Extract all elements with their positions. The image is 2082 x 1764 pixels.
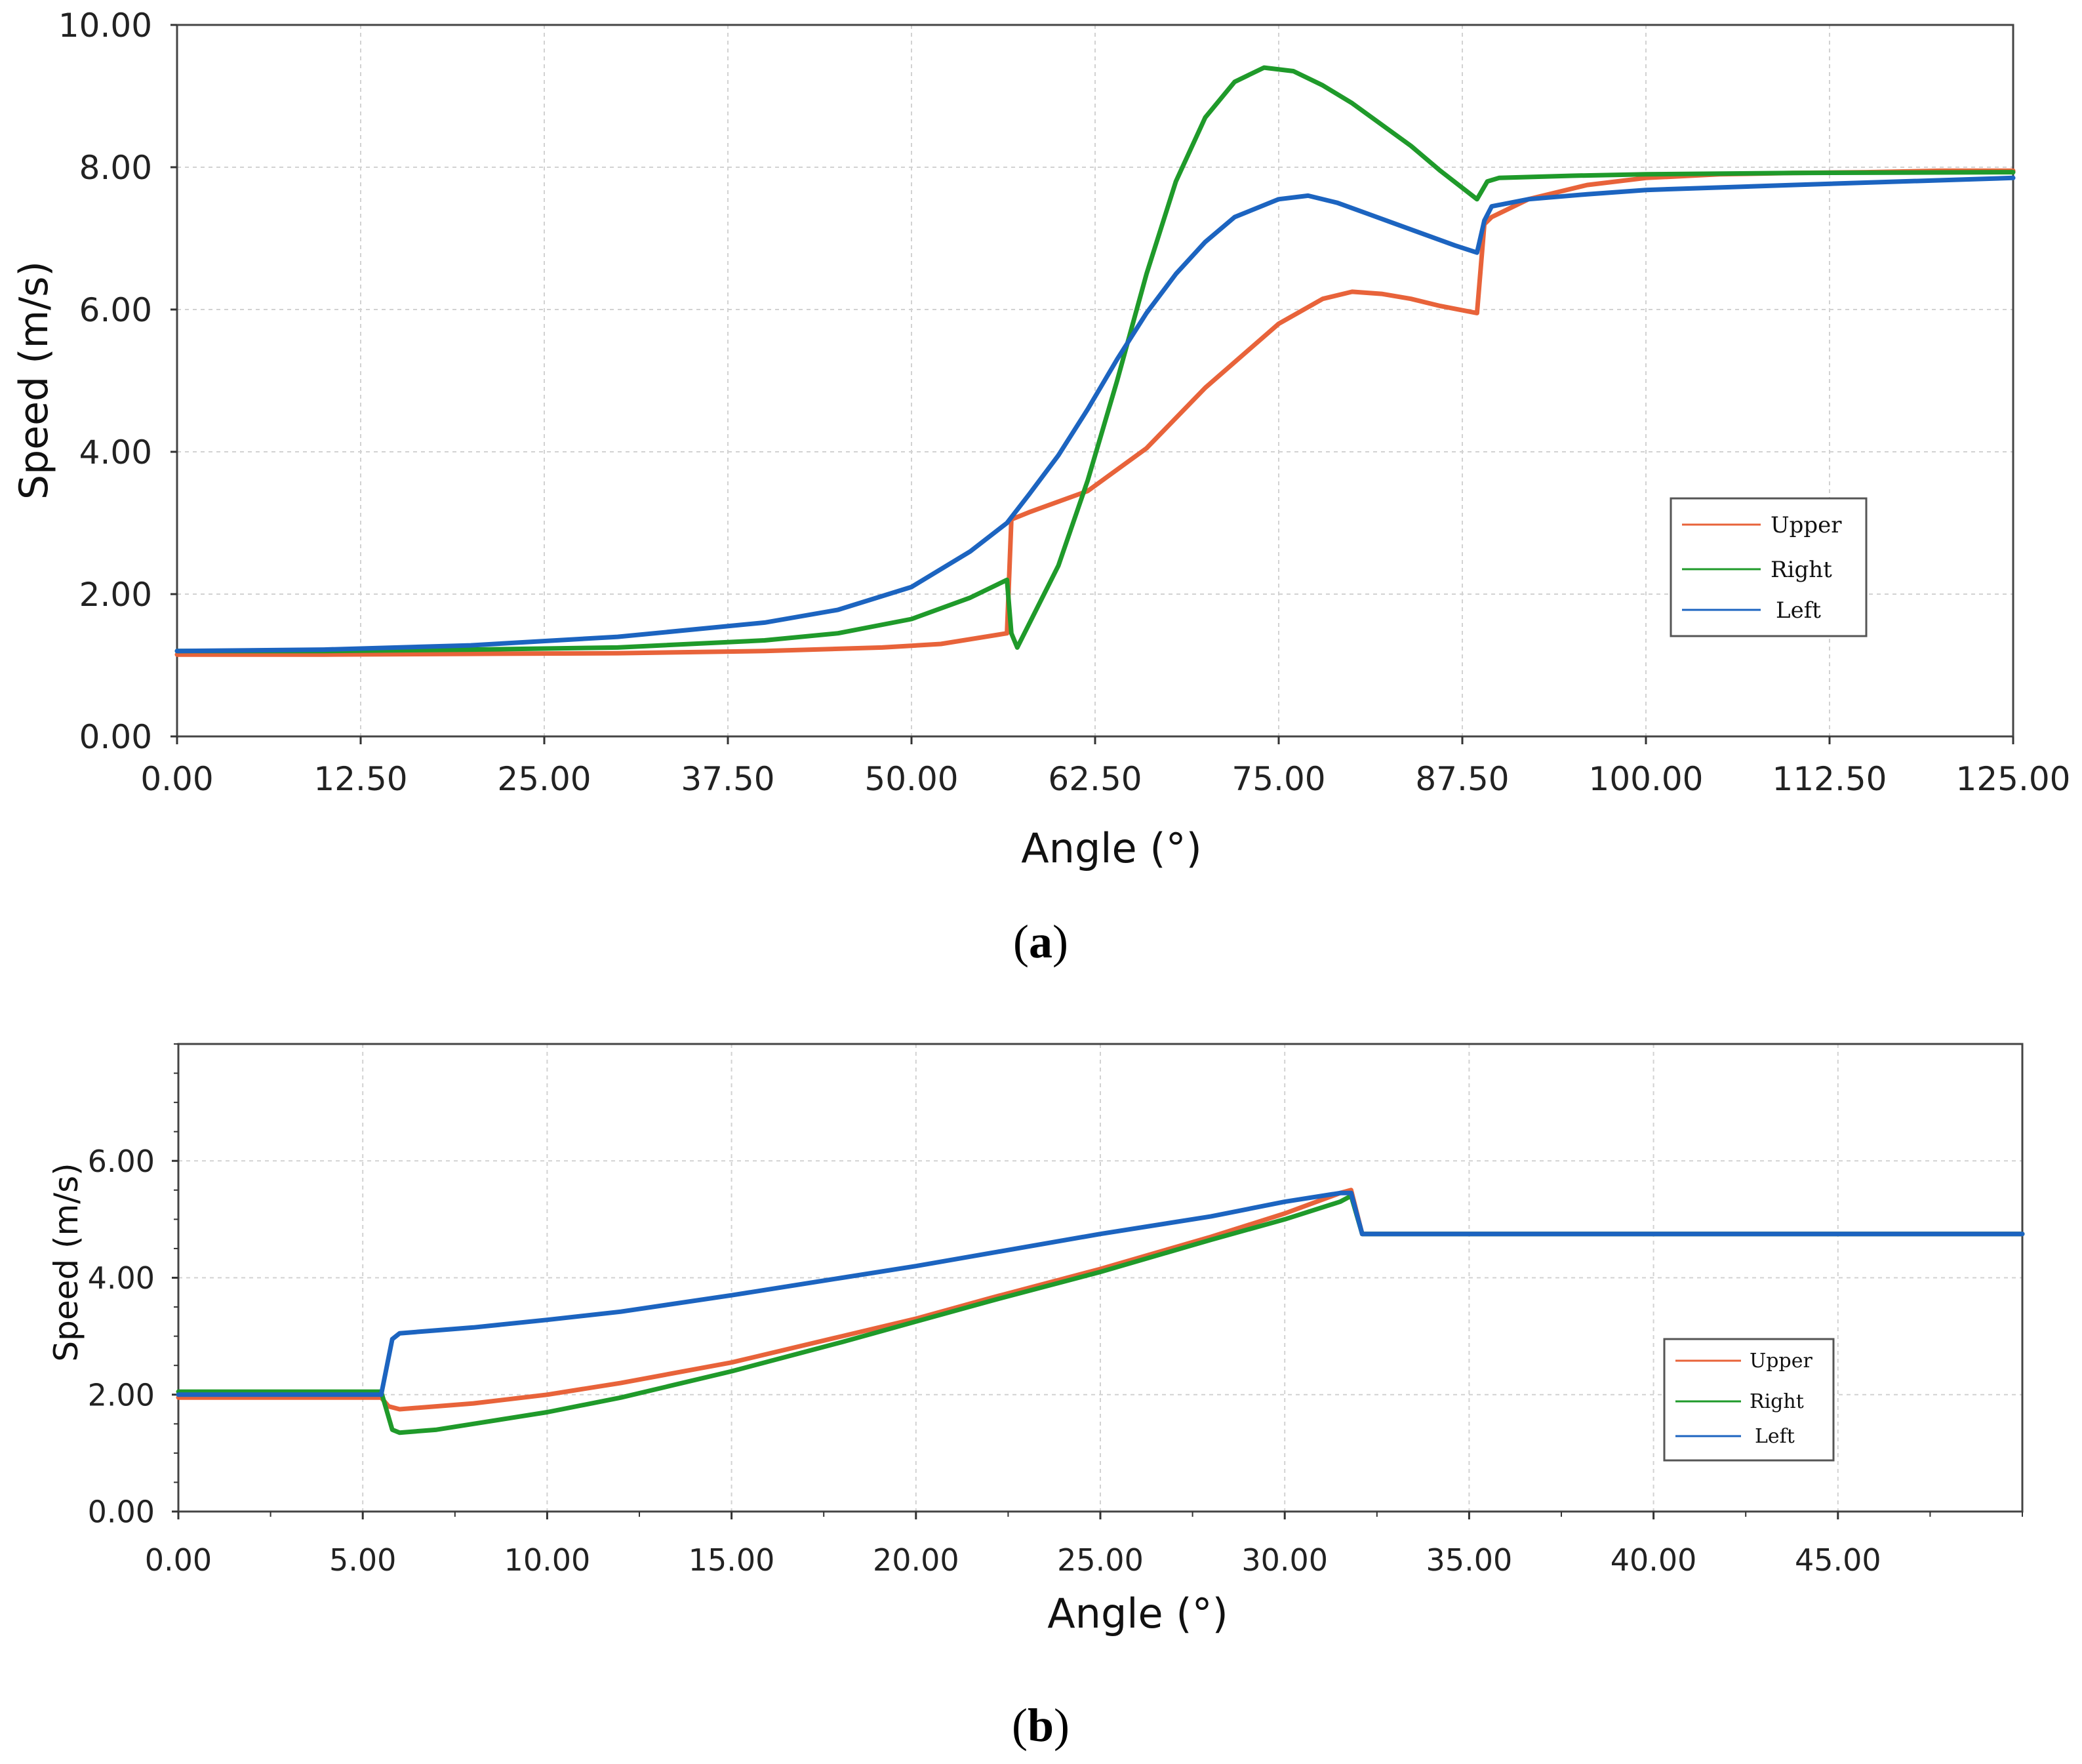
chart-a-x-tick-label: 87.50 [1415, 760, 1509, 798]
chart-a-series-right [174, 65, 2016, 654]
chart-b: 0.00 2.00 4.00 6.00 0.00 5.00 10.00 15.00 20.00… [47, 1043, 2025, 1752]
chart-b-legend-label-right: Right [1750, 1390, 1804, 1413]
chart-b-y-axis-label: Speed (m/s) [47, 1163, 85, 1361]
chart-a-x-tick-label: 0.00 [140, 760, 213, 798]
chart-a-x-tick-label: 62.50 [1048, 760, 1142, 798]
chart-a-panel-label: (a) [1013, 915, 1068, 968]
chart-a-y-tick-label: 2.00 [79, 576, 152, 614]
chart-b-series [176, 1188, 2025, 1435]
chart-a-x-tick-label: 12.50 [313, 760, 407, 798]
chart-a-series [174, 65, 2016, 657]
chart-b-y-tick-label: 4.00 [88, 1260, 155, 1296]
chart-a-series-upper [174, 168, 2016, 657]
chart-a-x-tick-label: 75.00 [1231, 760, 1325, 798]
chart-b-x-tick-label: 5.00 [329, 1542, 396, 1578]
chart-b-x-tick-label: 40.00 [1611, 1542, 1697, 1578]
chart-a-y-ticks: 0.00 2.00 4.00 6.00 8.00 10.00 [58, 7, 177, 756]
chart-a-x-tick-label: 125.00 [1956, 760, 2071, 798]
chart-a-series-left [174, 175, 2016, 654]
chart-a-y-axis-label: Speed (m/s) [11, 261, 57, 500]
chart-b-x-tick-label: 0.00 [145, 1542, 212, 1578]
chart-b-x-tick-label: 30.00 [1241, 1542, 1328, 1578]
chart-b-x-ticks: 0.00 5.00 10.00 15.00 20.00 25.00 30.00 35.00 40… [145, 1512, 1881, 1578]
chart-a: 0.00 2.00 4.00 6.00 8.00 10.00 0.00 12.50 25.00… [11, 7, 2070, 968]
chart-b-panel-letter: b [1028, 1699, 1054, 1752]
chart-a-y-tick-label: 4.00 [79, 433, 152, 471]
chart-b-x-tick-label: 10.00 [504, 1542, 591, 1578]
chart-b-legend-box [1663, 1338, 1835, 1462]
chart-a-legend-label-left: Left [1776, 597, 1821, 624]
chart-b-y-tick-label: 0.00 [88, 1494, 155, 1530]
chart-a-y-tick-label: 10.00 [58, 7, 152, 45]
chart-a-y-tick-label: 8.00 [79, 149, 152, 187]
chart-b-y-tick-label: 2.00 [88, 1377, 155, 1413]
chart-b-x-tick-label: 15.00 [689, 1542, 775, 1578]
chart-b-y-ticks: 0.00 2.00 4.00 6.00 [88, 1144, 178, 1530]
chart-b-x-tick-label: 35.00 [1426, 1542, 1513, 1578]
chart-a-x-tick-label: 100.00 [1589, 760, 1704, 798]
chart-b-legend: Upper Right Left [1663, 1338, 1835, 1462]
chart-a-x-ticks: 0.00 12.50 25.00 37.50 50.00 62.50 75.00 87.50 1… [140, 736, 2070, 798]
chart-b-x-tick-label: 25.00 [1057, 1542, 1144, 1578]
chart-a-legend: Upper Right Left [1670, 497, 1868, 637]
chart-a-x-axis-label: Angle (°) [1021, 824, 1202, 872]
chart-a-x-tick-label: 37.50 [681, 760, 774, 798]
chart-a-y-tick-label: 0.00 [79, 718, 152, 756]
chart-b-x-tick-label: 45.00 [1795, 1542, 1881, 1578]
chart-b-legend-label-upper: Upper [1750, 1350, 1812, 1373]
chart-a-x-tick-label: 25.00 [497, 760, 591, 798]
chart-b-x-axis-label: Angle (°) [1047, 1590, 1228, 1637]
chart-b-legend-label-left: Left [1755, 1425, 1795, 1448]
chart-a-x-tick-label: 112.50 [1772, 760, 1887, 798]
chart-a-y-tick-label: 6.00 [79, 291, 152, 329]
chart-b-panel-label: (b) [1012, 1699, 1070, 1752]
chart-b-y-tick-label: 6.00 [88, 1144, 155, 1179]
chart-b-x-tick-label: 20.00 [873, 1542, 959, 1578]
chart-a-x-tick-label: 50.00 [864, 760, 958, 798]
chart-a-legend-label-upper: Upper [1771, 512, 1842, 538]
chart-a-panel-letter: a [1029, 915, 1052, 968]
chart-a-legend-label-right: Right [1771, 557, 1832, 583]
chart-b-series-left [176, 1190, 2025, 1397]
chart-a-legend-box [1670, 497, 1868, 637]
